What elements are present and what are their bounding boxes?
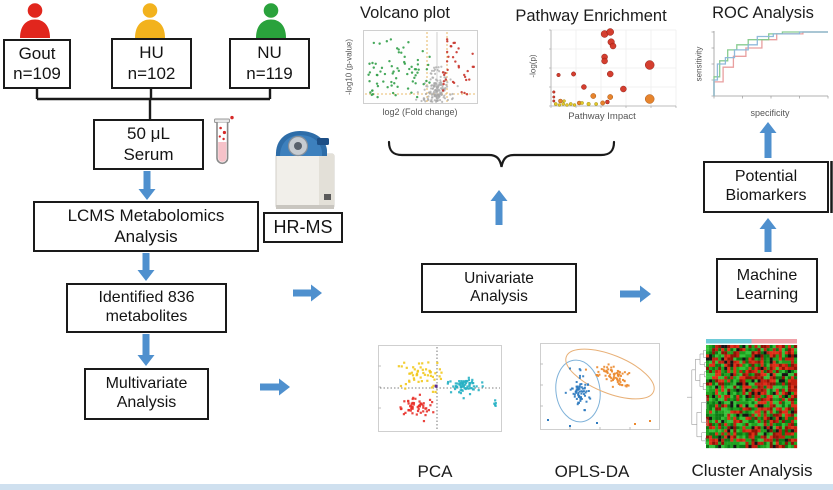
flow-arrow-icon	[620, 285, 651, 303]
roc-title: ROC Analysis	[712, 4, 814, 22]
cluster-heatmap	[687, 339, 798, 449]
flow-arrow-icon	[137, 334, 155, 366]
univariate-analysis-box: Univariate Analysis	[421, 263, 577, 313]
mass-spectrometer-icon	[275, 131, 335, 209]
group-box-nu: NU n=119	[229, 38, 310, 89]
roc-xlabel: specificity	[750, 108, 790, 118]
group-name-gout: Gout	[18, 43, 56, 63]
hrms-box: HR-MS	[263, 212, 343, 243]
pca-plot	[378, 345, 502, 432]
grouping-brace	[387, 140, 616, 168]
pathway-ylabel: -log(p)	[528, 54, 538, 78]
group-count-nu: n=119	[246, 63, 293, 83]
group-box-gout: Gout n=109	[3, 39, 71, 89]
flow-arrow-icon	[138, 171, 156, 200]
flow-arrow-icon	[759, 122, 777, 158]
group-name-hu: HU	[139, 43, 164, 63]
lcms-analysis-box: LCMS Metabolomics Analysis	[33, 201, 259, 252]
oplsda-label: OPLS-DA	[554, 462, 630, 481]
bottom-strip	[0, 484, 833, 490]
identified-metabolites-box: Identified 836 metabolites	[66, 283, 227, 333]
multivariate-analysis-box: Multivariate Analysis	[84, 368, 209, 420]
pathway-title: Pathway Enrichment	[515, 7, 667, 25]
volcano-xlabel: log2 (Fold change)	[382, 107, 458, 117]
flow-arrow-icon	[490, 190, 508, 225]
volcano-ylabel: -log10 (p-value)	[344, 38, 354, 96]
group-count-gout: n=109	[13, 64, 61, 83]
pathway-enrichment-plot	[549, 28, 677, 108]
serum-box: 50 μL Serum	[93, 119, 204, 170]
volcano-plot	[363, 30, 478, 104]
group-box-hu: HU n=102	[111, 38, 192, 89]
group-count-hu: n=102	[127, 63, 176, 83]
person-icon-gout	[20, 3, 50, 38]
pca-label: PCA	[417, 462, 453, 481]
roc-plot	[711, 31, 829, 99]
volcano-title: Volcano plot	[360, 4, 450, 22]
oplsda-plot	[540, 343, 660, 430]
flow-arrow-icon	[759, 218, 777, 252]
flow-arrow-icon	[293, 284, 322, 302]
flow-arrow-icon	[137, 253, 155, 281]
test-tube-icon	[214, 115, 234, 165]
group-name-nu: NU	[257, 43, 282, 63]
person-icon-nu	[256, 3, 286, 38]
potential-biomarkers-box: Potential Biomarkers	[703, 161, 829, 213]
person-icon-hu	[135, 3, 165, 38]
flow-arrow-icon	[260, 378, 290, 396]
cluster-analysis-label: Cluster Analysis	[691, 461, 813, 480]
pathway-xlabel: Pathway Impact	[568, 111, 636, 122]
machine-learning-box: Machine Learning	[716, 258, 818, 313]
roc-ylabel: sensitivity	[694, 46, 704, 82]
